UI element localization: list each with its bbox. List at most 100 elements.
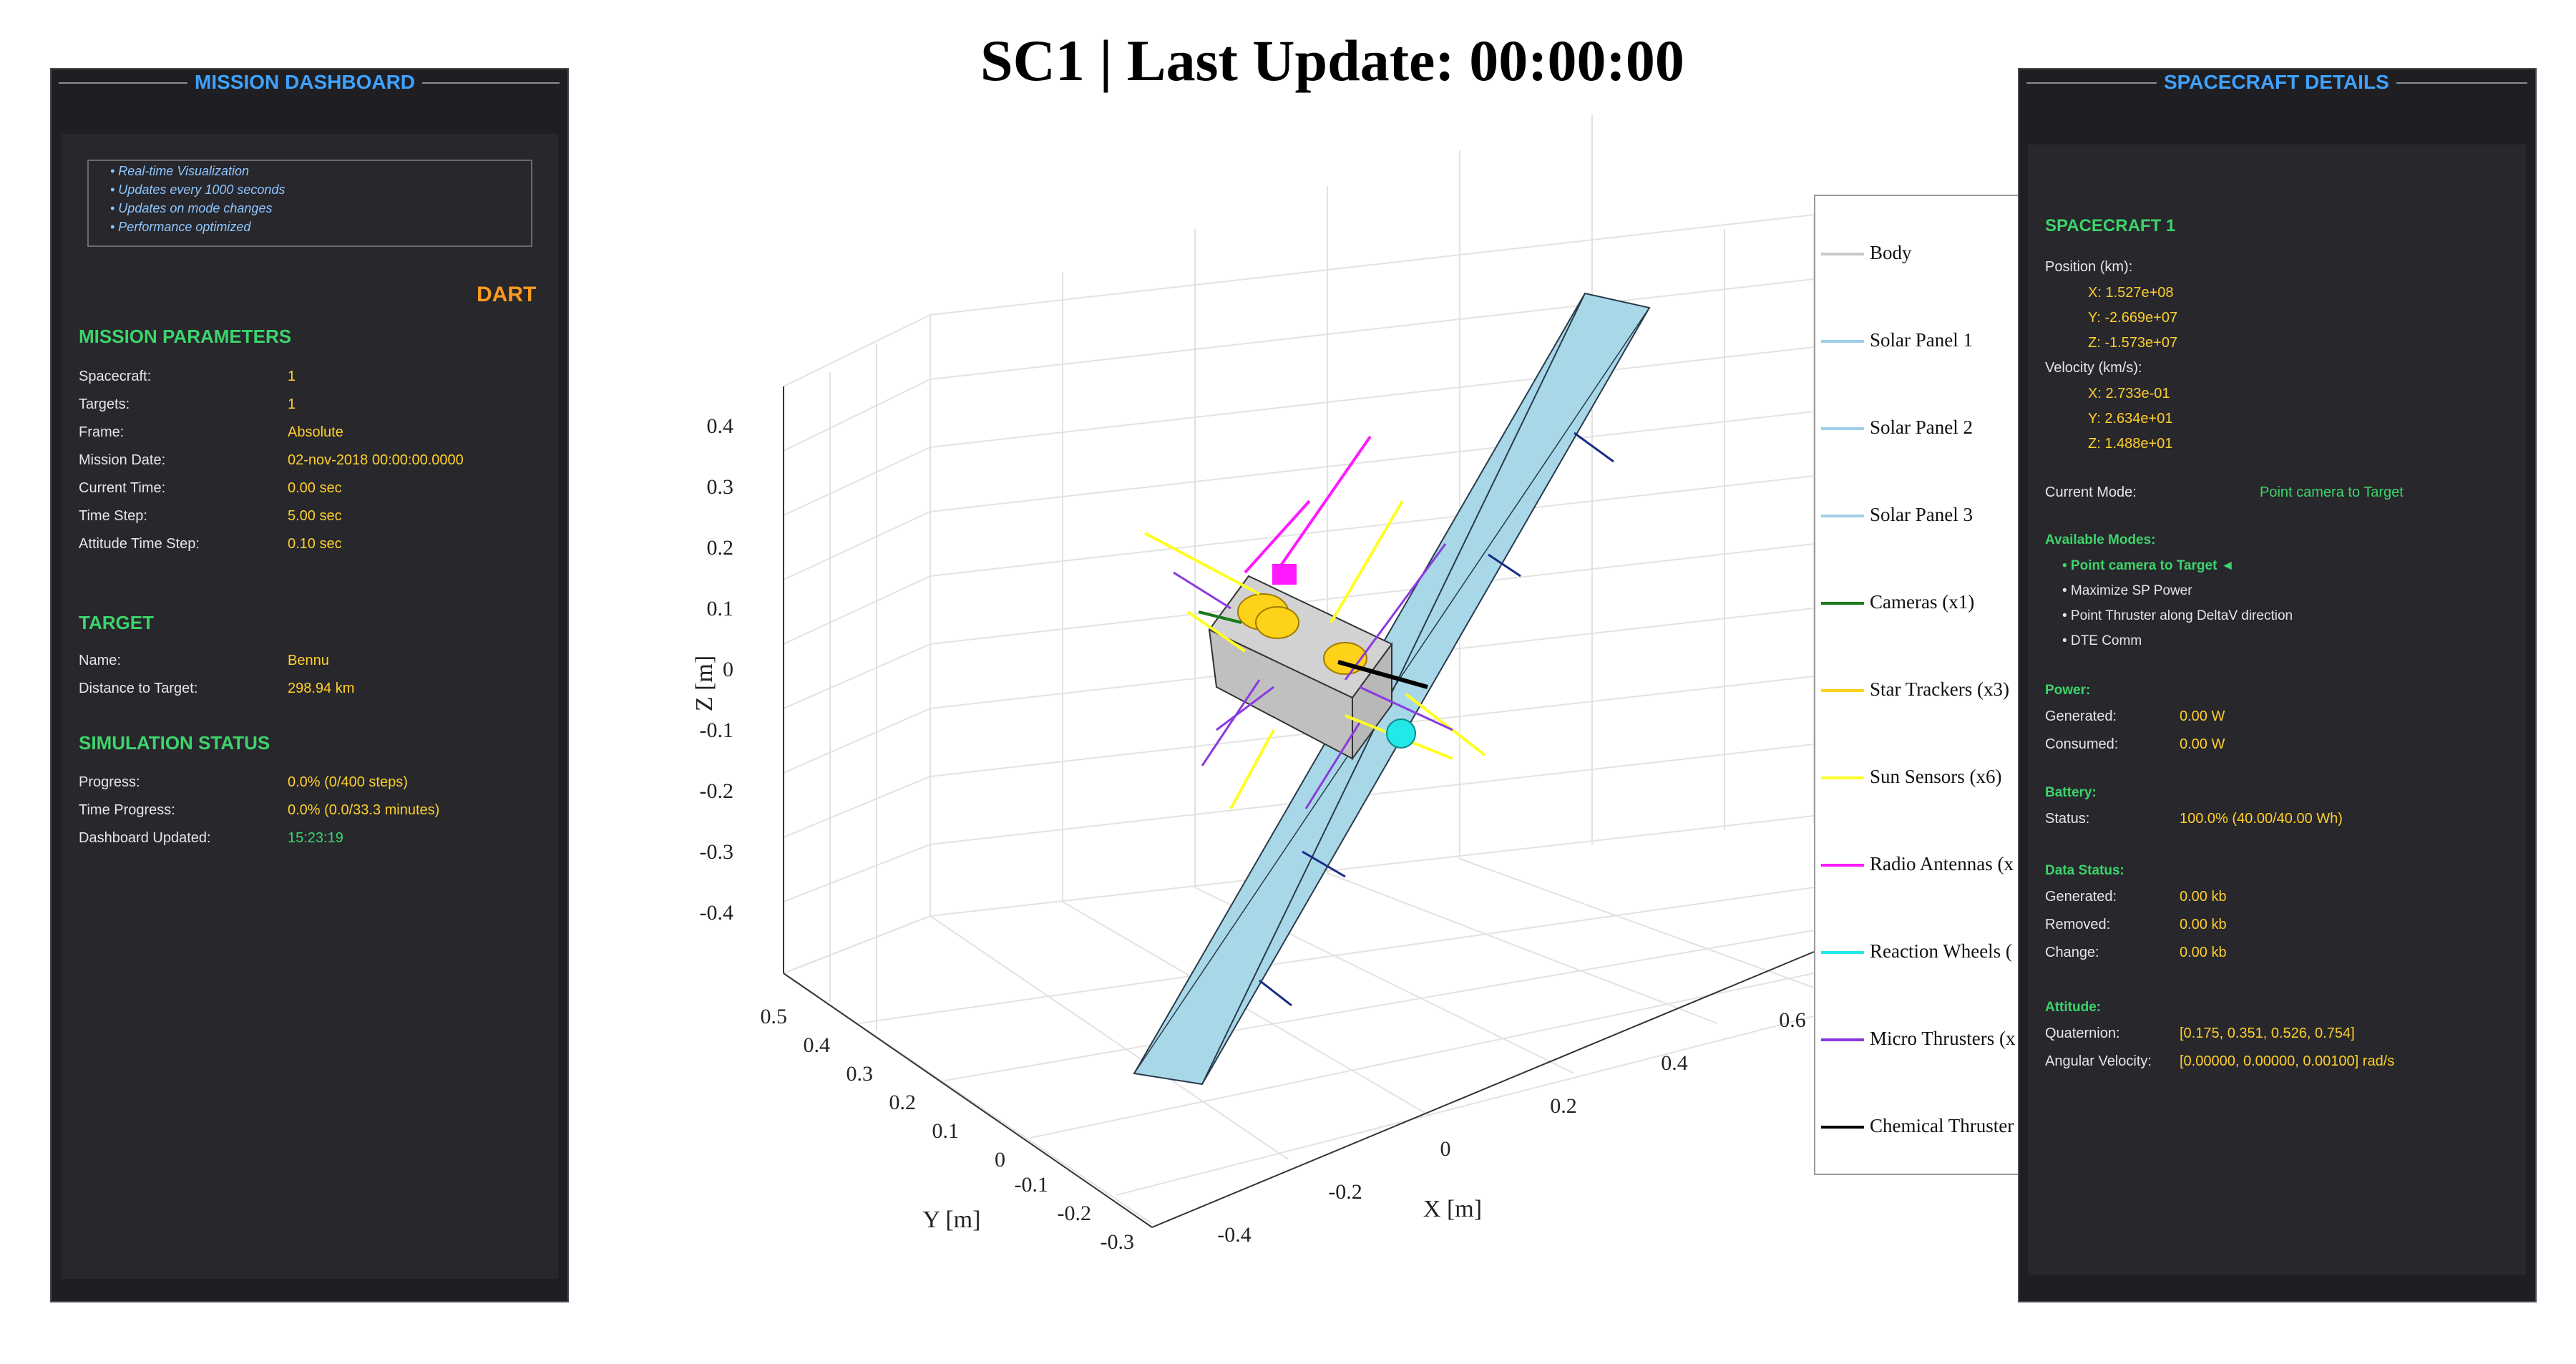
data-value: 0.00 kb — [2180, 917, 2227, 932]
x-tick: -0.4 — [1217, 1223, 1252, 1247]
axes — [783, 386, 1815, 1228]
mission-dashboard-body: • Real-time Visualization • Updates ever… — [62, 134, 558, 1279]
y-tick: -0.3 — [1101, 1230, 1135, 1254]
param-label: Targets: — [79, 396, 130, 412]
legend-item[interactable]: Solar Panel 2 — [1815, 414, 2027, 442]
power-value: 0.00 W — [2180, 708, 2225, 724]
legend-label: Micro Thrusters (x — [1870, 1028, 2016, 1049]
legend-swatch — [1821, 864, 1864, 867]
attitude-value: [0.175, 0.351, 0.526, 0.754] — [2180, 1026, 2355, 1041]
legend-swatch — [1821, 253, 1864, 255]
legend-label: Radio Antennas (x — [1870, 853, 2014, 875]
x-tick-labels: -0.4 -0.2 0 0.2 0.4 0.6 — [1217, 1008, 1806, 1247]
current-mode-value: Point camera to Target — [2260, 484, 2404, 500]
position-z: Z: -1.573e+07 — [2088, 335, 2178, 351]
legend-item[interactable]: Solar Panel 3 — [1815, 501, 2027, 530]
info-line: • Performance optimized — [110, 220, 251, 234]
camera — [1198, 610, 1242, 624]
param-label: Current Time: — [79, 480, 166, 496]
param-value: Absolute — [288, 424, 343, 440]
legend-item[interactable]: Body — [1815, 239, 2027, 268]
mode-item-point-camera[interactable]: • Point camera to Target ◄ — [2062, 558, 2235, 573]
current-mode-label: Current Mode: — [2045, 484, 2137, 500]
y-tick: 0.2 — [889, 1091, 917, 1114]
y-axis-label: Y [m] — [923, 1207, 981, 1233]
legend-item[interactable]: Micro Thrusters (x — [1815, 1025, 2027, 1053]
z-tick: 0.1 — [707, 597, 734, 620]
spacecraft-details-panel: SPACECRAFT DETAILS SPACECRAFT 1 Position… — [2018, 68, 2537, 1302]
legend-swatch — [1821, 1038, 1864, 1041]
position-y: Y: -2.669e+07 — [2088, 310, 2178, 326]
legend-item[interactable]: Chemical Thruster — [1815, 1112, 2027, 1141]
attitude-label: Quaternion: — [2045, 1026, 2120, 1041]
y-tick: -0.1 — [1015, 1173, 1049, 1197]
mode-item-point-thruster[interactable]: • Point Thruster along DeltaV direction — [2062, 608, 2293, 623]
data-label: Change: — [2045, 945, 2099, 960]
legend-swatch — [1821, 776, 1864, 779]
mode-item-maximize-sp[interactable]: • Maximize SP Power — [2062, 583, 2192, 598]
target-label: Distance to Target: — [79, 681, 198, 696]
legend-item[interactable]: Solar Panel 1 — [1815, 326, 2027, 355]
micro-thrusters — [1173, 543, 1453, 809]
attitude-value: [0.00000, 0.00000, 0.00100] rad/s — [2180, 1053, 2395, 1069]
info-line: • Updates every 1000 seconds — [110, 182, 286, 197]
available-modes-heading: Available Modes: — [2045, 532, 2156, 547]
data-value: 0.00 kb — [2180, 889, 2227, 905]
status-value: 0.0% (0/400 steps) — [288, 774, 408, 790]
battery-label: Status: — [2045, 811, 2090, 827]
info-line: • Real-time Visualization — [110, 164, 250, 178]
legend-label: Solar Panel 1 — [1870, 329, 1973, 351]
legend-swatch — [1821, 515, 1864, 517]
param-label: Time Step: — [79, 508, 147, 524]
legend-swatch — [1821, 340, 1864, 343]
param-value: 1 — [288, 369, 296, 384]
param-value: 0.00 sec — [288, 480, 342, 496]
battery-value: 100.0% (40.00/40.00 Wh) — [2180, 811, 2343, 827]
z-tick: -0.2 — [700, 779, 734, 803]
x-axis-label: X [m] — [1423, 1196, 1482, 1222]
y-tick: 0.3 — [847, 1062, 874, 1086]
target-value: Bennu — [288, 653, 329, 668]
legend-item[interactable]: Cameras (x1) — [1815, 588, 2027, 617]
z-tick: -0.3 — [700, 840, 734, 864]
grid-back-wall — [930, 115, 1815, 917]
legend-item[interactable]: Star Trackers (x3) — [1815, 676, 2027, 704]
reaction-wheel — [1386, 718, 1416, 749]
velocity-z: Z: 1.488e+01 — [2088, 436, 2173, 452]
info-box: • Real-time Visualization • Updates ever… — [87, 160, 532, 247]
legend-swatch — [1821, 689, 1864, 692]
sun-sensors — [1144, 500, 1486, 809]
plot-legend[interactable]: Body Solar Panel 1 Solar Panel 2 Solar Pane… — [1814, 195, 2029, 1175]
status-label: Progress: — [79, 774, 140, 790]
param-value: 5.00 sec — [288, 508, 342, 524]
legend-label: Body — [1870, 242, 1912, 263]
z-tick: 0.2 — [707, 536, 734, 560]
battery-heading: Battery: — [2045, 785, 2097, 800]
spacecraft-details-title: SPACECRAFT DETAILS — [2157, 71, 2396, 94]
data-label: Removed: — [2045, 917, 2111, 932]
position-x: X: 1.527e+08 — [2088, 285, 2174, 301]
status-label: Dashboard Updated: — [79, 830, 211, 846]
z-tick: 0.4 — [707, 414, 734, 438]
legend-item[interactable]: Reaction Wheels ( — [1815, 937, 2027, 966]
legend-label: Solar Panel 3 — [1870, 504, 1973, 525]
z-tick: -0.1 — [700, 718, 734, 742]
power-value: 0.00 W — [2180, 736, 2225, 752]
z-tick: 0 — [723, 658, 733, 681]
velocity-y: Y: 2.634e+01 — [2088, 411, 2173, 427]
mode-item-dte-comm[interactable]: • DTE Comm — [2062, 633, 2142, 648]
chemical-thruster — [1337, 660, 1428, 689]
velocity-x: X: 2.733e-01 — [2088, 386, 2170, 401]
status-value: 0.0% (0.0/33.3 minutes) — [288, 802, 440, 818]
legend-item[interactable]: Sun Sensors (x6) — [1815, 763, 2027, 791]
status-label: Time Progress: — [79, 802, 175, 818]
z-tick: 0.3 — [707, 475, 734, 499]
x-tick: 0.2 — [1550, 1094, 1577, 1118]
y-tick-labels: 0.5 0.4 0.3 0.2 0.1 0 -0.1 -0.2 -0.3 — [761, 1005, 1135, 1254]
legend-label: Chemical Thruster — [1870, 1115, 2014, 1136]
legend-item[interactable]: Radio Antennas (x — [1815, 850, 2027, 879]
mission-dashboard-panel: MISSION DASHBOARD • Real-time Visualizat… — [50, 68, 569, 1302]
y-tick: -0.2 — [1058, 1202, 1092, 1225]
